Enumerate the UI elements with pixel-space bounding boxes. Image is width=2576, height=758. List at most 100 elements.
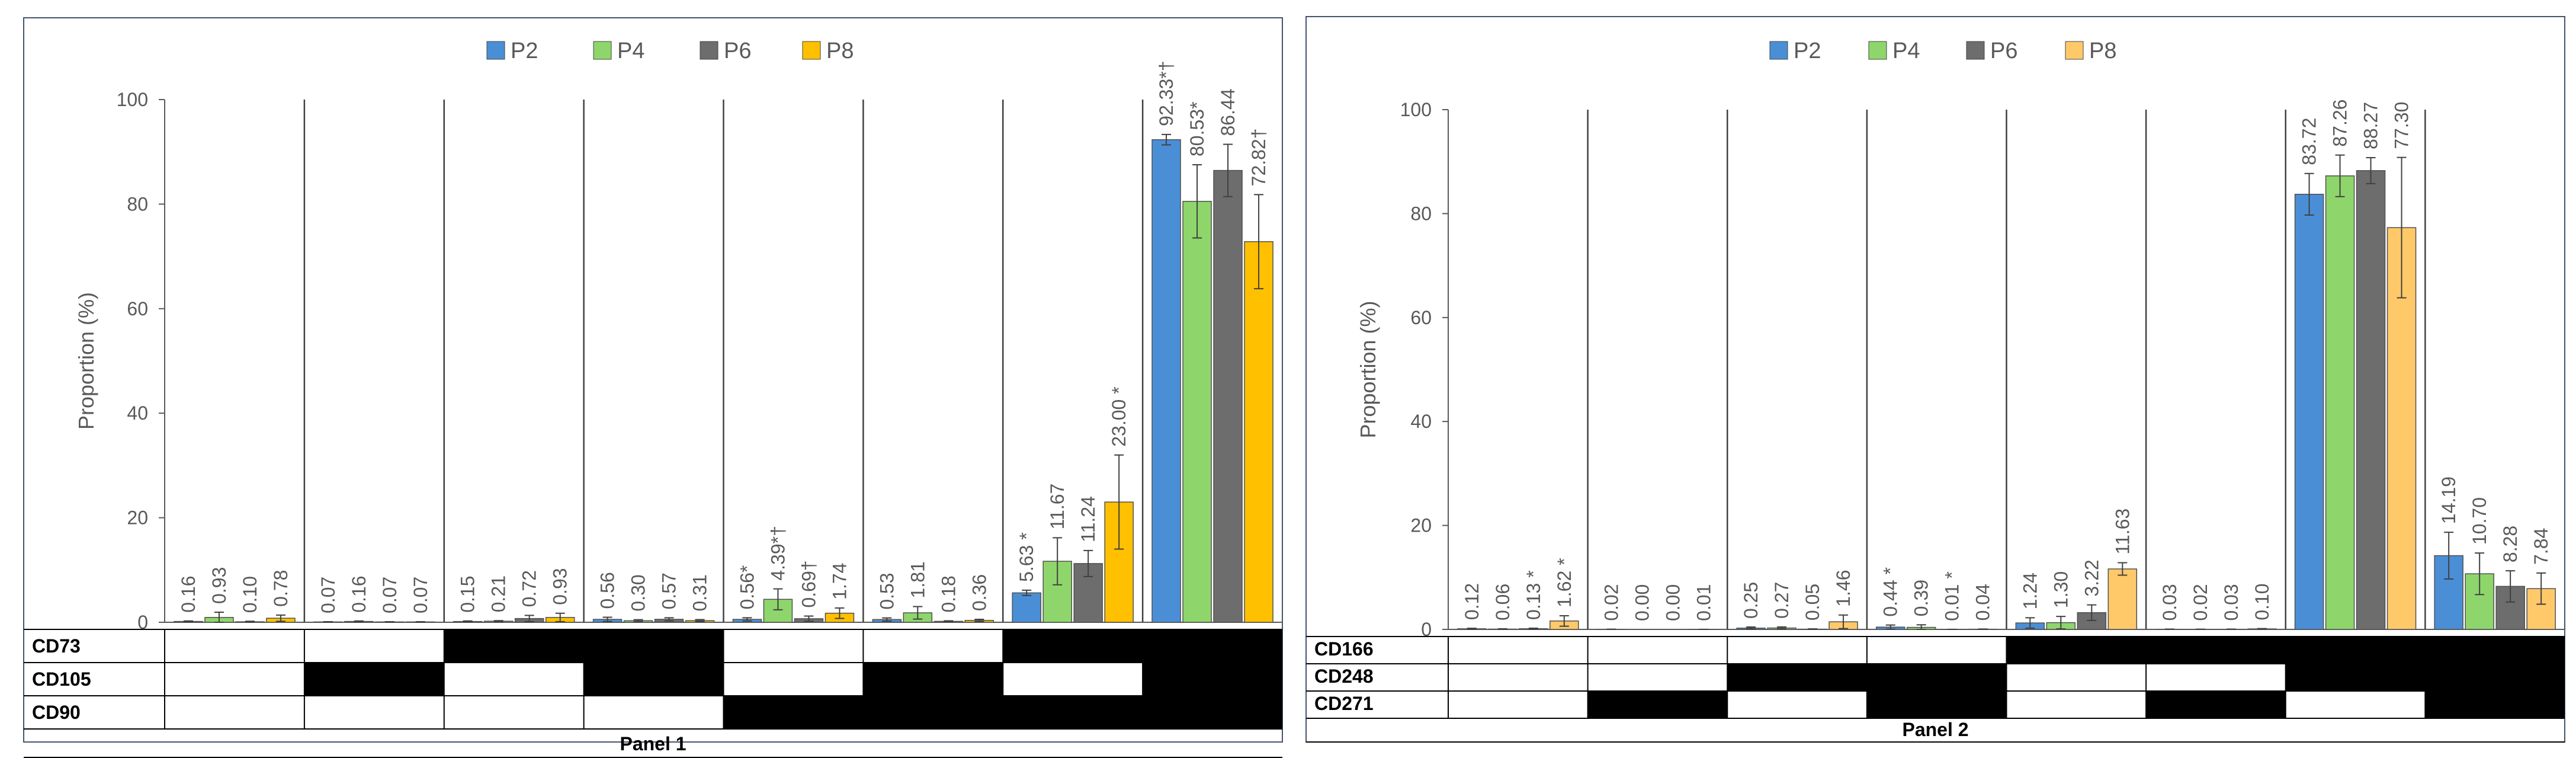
data-label: 11.63	[2112, 508, 2133, 555]
y-tick-label: 60	[1410, 307, 1432, 328]
data-label: 8.28	[2500, 526, 2521, 562]
y-axis-label: Proportion (%)	[74, 292, 98, 430]
data-label: 23.00 *	[1108, 386, 1130, 446]
data-label: 0.10	[239, 576, 261, 613]
marker-cell-positive	[1143, 629, 1282, 663]
data-label: 0.78	[270, 570, 291, 607]
legend-swatch-p4	[1868, 41, 1887, 60]
data-label: 0.72	[519, 570, 540, 607]
legend-swatch-p6	[700, 41, 718, 60]
data-label: 0.01	[1693, 584, 1714, 621]
data-label: 0.03	[2221, 584, 2242, 621]
marker-cell-positive	[1866, 691, 2007, 718]
data-label: 0.21	[488, 575, 509, 612]
data-label: 80.53*	[1186, 101, 1208, 156]
marker-cell-positive	[1143, 696, 1282, 729]
data-label: 0.44 *	[1880, 567, 1901, 617]
data-label: 0.25	[1740, 582, 1762, 619]
data-label: 0.16	[348, 575, 370, 612]
data-label: 0.07	[410, 577, 431, 613]
data-label: 0.30	[628, 574, 649, 611]
marker-cell-positive	[1727, 664, 1867, 691]
data-label: 1.30	[2050, 571, 2071, 608]
bar-p8	[2107, 568, 2138, 630]
marker-cell-positive	[2285, 637, 2426, 664]
data-label: 88.27	[2360, 102, 2382, 149]
marker-cell-positive	[583, 629, 724, 663]
data-label: 0.05	[1802, 584, 1823, 621]
data-label: 92.33*†	[1156, 61, 1177, 126]
data-label: 0.69†	[798, 560, 819, 607]
data-label: 0.01 *	[1942, 571, 1963, 621]
data-label: 14.19	[2438, 476, 2459, 524]
data-label: 0.07	[379, 577, 400, 613]
panel-title: Panel 1	[620, 733, 686, 754]
y-tick-label: 100	[1400, 99, 1432, 120]
marker-label-cd90: CD90	[32, 702, 81, 723]
y-tick-label: 20	[127, 507, 148, 529]
y-tick-label: 100	[117, 89, 148, 110]
marker-cell-positive	[723, 696, 864, 729]
data-label: 5.63 *	[1016, 532, 1037, 582]
data-label: 0.03	[2159, 584, 2180, 621]
data-label: 0.06	[1492, 584, 1513, 621]
legend-swatch-p8	[2065, 41, 2084, 60]
data-label: 0.93	[550, 568, 571, 605]
data-label: 0.56*	[736, 565, 758, 610]
data-label: 1.62 *	[1554, 558, 1575, 607]
panel-frame	[23, 17, 1283, 743]
data-label: 0.36	[968, 574, 990, 611]
legend-label-p2: P2	[1794, 39, 1821, 63]
legend-swatch-p4	[593, 41, 612, 60]
data-label: 1.46	[1833, 570, 1854, 607]
data-label: 0.02	[2190, 584, 2211, 621]
marker-cell-positive	[583, 663, 724, 696]
marker-cell-positive	[2425, 691, 2565, 718]
data-label: 11.24	[1077, 496, 1099, 542]
marker-cell-positive	[304, 663, 444, 696]
data-label: 0.57	[659, 573, 680, 609]
legend-label-p6: P6	[1990, 39, 2017, 63]
bar-p6	[2356, 170, 2386, 630]
legend-label-p4: P4	[1892, 39, 1920, 63]
data-label: 87.26	[2330, 100, 2351, 147]
marker-cell-positive	[2006, 637, 2147, 664]
data-label: 7.84	[2530, 528, 2552, 565]
panel-2: P2 P4 P6 P8 0 20 40 60 80 100 Proportion (%) 0.12 0.…	[1305, 16, 2565, 743]
data-label: 72.82†	[1248, 128, 1269, 186]
legend-label-p8: P8	[826, 39, 854, 63]
marker-cell-positive	[1866, 664, 2007, 691]
marker-label-cd166: CD166	[1314, 638, 1374, 660]
data-label: 10.70	[2469, 497, 2490, 545]
marker-label-cd271: CD271	[1314, 693, 1374, 714]
legend-swatch-p6	[1966, 41, 1985, 60]
bar-p2	[1012, 592, 1041, 623]
data-label: 1.74	[829, 563, 850, 600]
data-label: 86.44	[1217, 88, 1239, 136]
marker-cell-positive	[2425, 637, 2565, 664]
marker-label-cd248: CD248	[1314, 666, 1374, 687]
marker-cell-positive	[1143, 663, 1282, 696]
data-label: 0.53	[876, 573, 897, 609]
y-tick-label: 40	[1410, 411, 1432, 432]
data-label: 1.24	[2019, 573, 2041, 609]
legend-label-p8: P8	[2089, 39, 2116, 63]
y-tick-label: 0	[137, 612, 148, 633]
panel-title: Panel 2	[1902, 719, 1968, 740]
y-axis-label: Proportion (%)	[1356, 300, 1380, 438]
y-tick-label: 0	[1421, 619, 1432, 640]
data-label: 0.56	[597, 572, 618, 609]
data-label: 0.16	[178, 575, 199, 612]
legend-swatch-p8	[802, 41, 821, 60]
marker-cell-positive	[863, 696, 1003, 729]
data-label: 0.27	[1771, 582, 1792, 619]
data-label: 4.39*†	[767, 526, 788, 581]
data-label: 83.72	[2299, 118, 2320, 165]
data-label: 0.10	[2251, 583, 2273, 620]
data-label: 0.04	[1972, 584, 1994, 621]
legend-swatch-p2	[1769, 41, 1788, 60]
bar-p4	[1182, 200, 1212, 623]
bar-p6	[1213, 169, 1243, 623]
y-tick-label: 40	[127, 402, 148, 424]
